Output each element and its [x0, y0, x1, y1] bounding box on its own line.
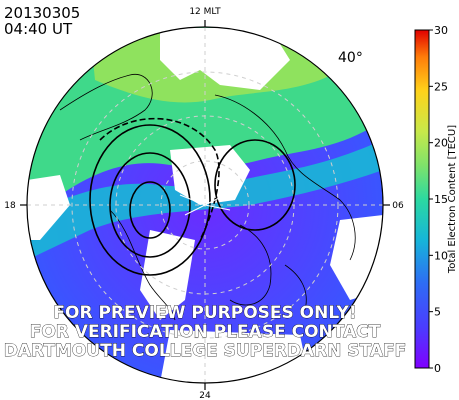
polar-map	[27, 27, 383, 383]
colorbar-tick-label: 5	[434, 306, 441, 319]
colorbar-tick-label: 0	[434, 362, 441, 375]
watermark-line-2: FOR VERIFICATION PLEASE CONTACT	[30, 322, 381, 342]
watermark-line-1: FOR PREVIEW PURPOSES ONLY!	[53, 303, 356, 323]
colorbar-tick-label: 20	[434, 137, 448, 150]
colorbar-tick-label: 15	[434, 193, 448, 206]
colorbar: 0 5 10 15 20 25 30 Total Electron Content [TEC…	[414, 24, 458, 375]
tec-data-gap-bottom-left	[140, 230, 195, 320]
colorbar-tick-label: 10	[434, 249, 448, 262]
mlt-ticks	[20, 20, 390, 390]
tec-data-gap-center	[170, 145, 250, 205]
convection-contours	[89, 117, 296, 276]
colorbar-gradient	[414, 29, 430, 369]
tec-data-gap-left	[27, 175, 70, 240]
mlt-label-bottom: 24	[199, 391, 211, 400]
time-label: 04:40 UT	[4, 20, 73, 38]
colorbar-tick-label: 25	[434, 80, 448, 93]
colorbar-ticks: 0 5 10 15 20 25 30	[429, 24, 448, 375]
colorbar-title: Total Electron Content [TECU]	[447, 125, 458, 274]
preview-watermark: FOR PREVIEW PURPOSES ONLY! FOR VERIFICAT…	[3, 303, 406, 362]
tec-data-gap-top	[160, 28, 290, 90]
coastlines	[59, 73, 356, 321]
velocity-vectors	[179, 184, 231, 216]
mlt-label-right: 06	[392, 201, 404, 211]
colorbar-tick-label: 30	[434, 24, 448, 37]
mlt-label-top: 12 MLT	[189, 7, 221, 17]
date-label: 20130305	[4, 4, 80, 22]
watermark-line-3: DARTMOUTH COLLEGE SUPERDARN STAFF	[4, 341, 406, 361]
mlt-label-left: 18	[4, 201, 16, 211]
latitude-label: 40°	[338, 50, 363, 66]
